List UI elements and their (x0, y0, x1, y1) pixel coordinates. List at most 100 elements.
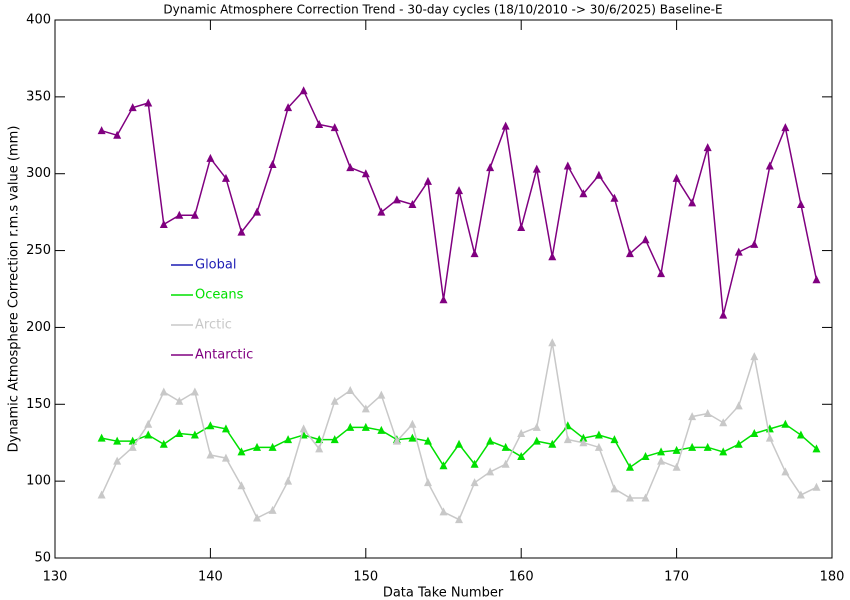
y-axis-title: Dynamic Atmosphere Correction r.m.s valu… (7, 126, 22, 453)
marker (517, 223, 526, 232)
marker (532, 422, 541, 431)
marker (641, 493, 650, 502)
marker (377, 207, 386, 216)
marker (284, 476, 293, 485)
marker (501, 442, 510, 451)
legend-label: Oceans (195, 288, 244, 303)
marker (719, 310, 728, 319)
marker (501, 121, 510, 130)
marker (423, 436, 432, 445)
y-tick-label: 250 (26, 243, 51, 258)
x-tick-label: 150 (353, 570, 378, 585)
marker (221, 453, 230, 462)
marker (594, 170, 603, 179)
x-tick-label: 160 (509, 570, 534, 585)
marker (268, 505, 277, 514)
marker (330, 123, 339, 132)
marker (361, 404, 370, 413)
marker (190, 430, 199, 439)
marker (734, 401, 743, 410)
marker (641, 235, 650, 244)
marker (796, 490, 805, 499)
marker (346, 422, 355, 431)
marker (625, 493, 634, 502)
marker (377, 390, 386, 399)
marker (579, 438, 588, 447)
marker (796, 199, 805, 208)
marker (455, 439, 464, 448)
marker (284, 435, 293, 444)
marker (563, 435, 572, 444)
marker (579, 189, 588, 198)
marker (703, 143, 712, 152)
plot-frame (54, 19, 833, 559)
y-tick-label: 150 (26, 397, 51, 412)
marker (144, 419, 153, 428)
marker (765, 433, 774, 442)
marker (719, 418, 728, 427)
marker (501, 459, 510, 468)
marker (750, 239, 759, 248)
marker (672, 173, 681, 182)
marker (175, 428, 184, 437)
series-line (100, 342, 817, 521)
marker (97, 490, 106, 499)
marker (392, 195, 401, 204)
marker (97, 433, 106, 442)
marker (594, 442, 603, 451)
marker (361, 169, 370, 178)
marker (734, 247, 743, 256)
marker (563, 161, 572, 170)
y-tick-label: 400 (26, 13, 51, 28)
x-tick-label: 170 (664, 570, 689, 585)
marker (625, 462, 634, 471)
marker (455, 515, 464, 524)
marker (610, 484, 619, 493)
marker (113, 456, 122, 465)
marker (439, 461, 448, 470)
marker (470, 459, 479, 468)
marker (672, 445, 681, 454)
x-tick-label: 140 (198, 570, 223, 585)
marker (113, 130, 122, 139)
marker (796, 430, 805, 439)
marker (392, 436, 401, 445)
marker (579, 433, 588, 442)
marker (330, 396, 339, 405)
marker (765, 161, 774, 170)
marker (377, 425, 386, 434)
marker (672, 462, 681, 471)
marker (703, 442, 712, 451)
marker (812, 275, 821, 284)
marker (750, 428, 759, 437)
marker (159, 439, 168, 448)
marker (548, 338, 557, 347)
marker (408, 433, 417, 442)
marker (625, 249, 634, 258)
marker (641, 452, 650, 461)
marker (315, 120, 324, 129)
marker (221, 173, 230, 182)
marker (517, 452, 526, 461)
marker (486, 467, 495, 476)
marker (128, 442, 137, 451)
marker (113, 436, 122, 445)
series-line (101, 89, 818, 316)
marker (750, 352, 759, 361)
marker (703, 409, 712, 418)
x-tick-label: 180 (820, 570, 845, 585)
marker (144, 430, 153, 439)
legend-label: Antarctic (195, 348, 253, 363)
marker (532, 436, 541, 445)
x-axis-title: Data Take Number (383, 586, 504, 600)
marker (268, 159, 277, 168)
marker (206, 153, 215, 162)
marker (734, 439, 743, 448)
marker (657, 456, 666, 465)
marker (719, 447, 728, 456)
marker (237, 481, 246, 490)
legend-label: Arctic (195, 318, 232, 333)
marker (408, 199, 417, 208)
marker (532, 164, 541, 173)
